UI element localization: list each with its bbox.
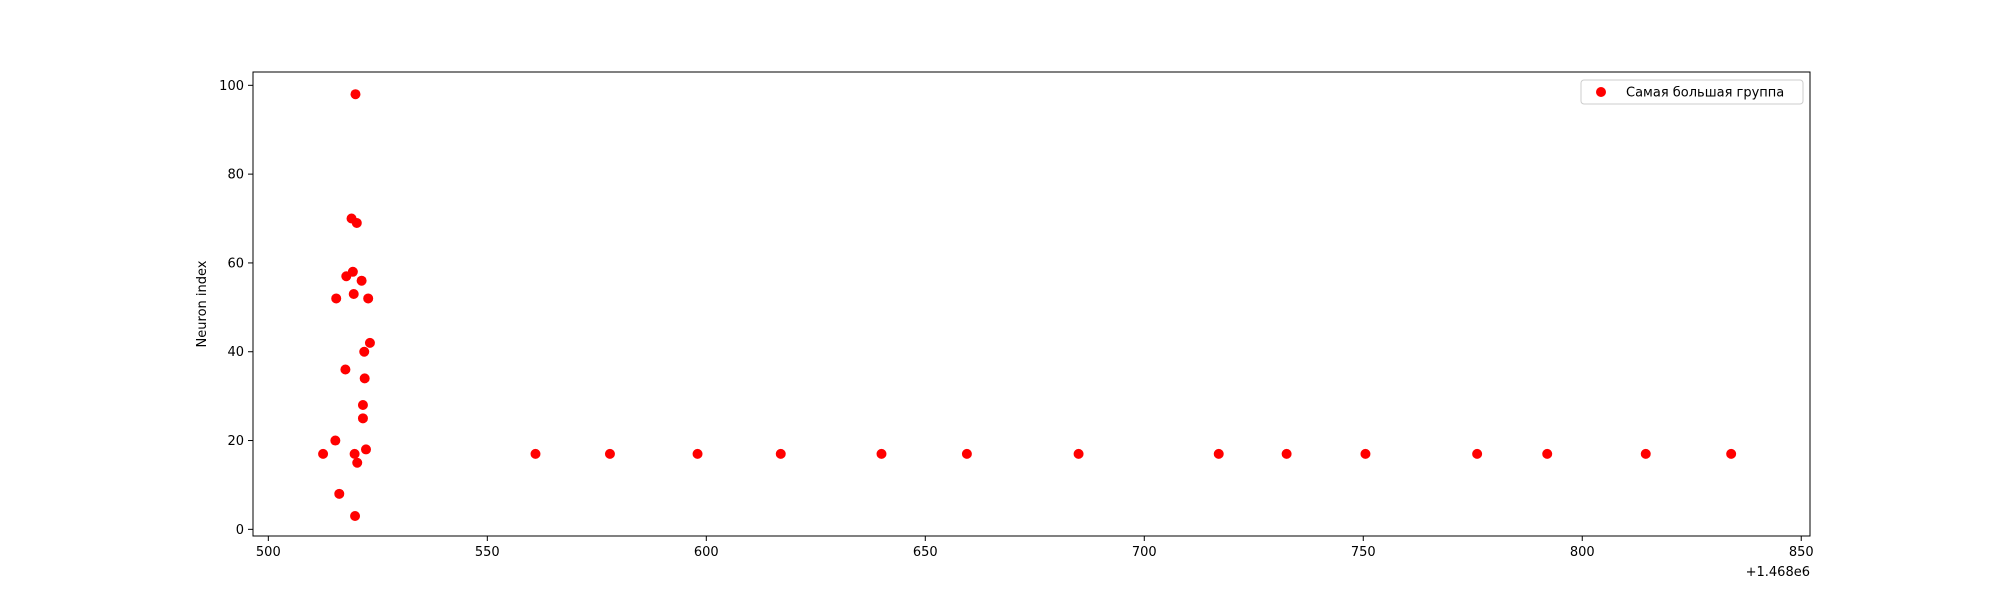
y-axis: 0 20 40 60 80 100 [219, 79, 253, 538]
data-point [350, 511, 361, 522]
data-point [1542, 448, 1553, 459]
x-axis-offset-label: +1.468e6 [1746, 565, 1810, 580]
data-point [1281, 448, 1292, 459]
data-point [1472, 448, 1483, 459]
x-tick-label: 550 [475, 545, 500, 560]
data-point [775, 448, 786, 459]
legend-marker [1596, 87, 1606, 97]
data-point [357, 400, 368, 411]
data-point [530, 448, 541, 459]
y-tick-label: 0 [236, 523, 244, 538]
x-tick-label: 600 [694, 545, 719, 560]
y-axis-label: Neuron index [195, 260, 210, 347]
data-point [351, 217, 362, 228]
data-point [331, 293, 342, 304]
data-point [1213, 448, 1224, 459]
y-tick-label: 40 [227, 345, 244, 360]
plot-frame [252, 71, 1811, 537]
data-point [363, 293, 374, 304]
x-tick-label: 650 [913, 545, 938, 560]
data-point [340, 364, 351, 375]
x-axis: 500 550 600 650 700 750 800 850 [256, 536, 1814, 560]
data-point [359, 346, 370, 357]
legend: Самая большая группа [1580, 79, 1804, 105]
data-point [334, 488, 345, 499]
data-point [364, 337, 375, 348]
data-point [349, 448, 360, 459]
data-point [359, 373, 370, 384]
data-point [1640, 448, 1651, 459]
data-point [360, 444, 371, 455]
x-tick-label: 750 [1351, 545, 1376, 560]
data-point [356, 275, 367, 286]
data-point [352, 457, 363, 468]
data-point [330, 435, 341, 446]
data-point [876, 448, 887, 459]
data-points [318, 89, 1737, 522]
data-point [961, 448, 972, 459]
y-tick-label: 100 [219, 79, 244, 94]
y-tick-label: 20 [227, 434, 244, 449]
data-point [604, 448, 615, 459]
y-tick-label: 80 [227, 168, 244, 183]
data-point [350, 89, 361, 100]
legend-box [1580, 79, 1804, 105]
data-point [1360, 448, 1371, 459]
data-point [692, 448, 703, 459]
x-tick-label: 800 [1570, 545, 1595, 560]
data-point [357, 413, 368, 424]
data-point [318, 448, 329, 459]
data-point [1726, 448, 1737, 459]
data-point [347, 266, 358, 277]
data-point [348, 289, 359, 300]
x-tick-label: 500 [256, 545, 281, 560]
data-point [1073, 448, 1084, 459]
x-tick-label: 700 [1132, 545, 1157, 560]
y-tick-label: 60 [227, 256, 244, 271]
legend-label: Самая большая группа [1626, 86, 1784, 101]
x-tick-label: 850 [1789, 545, 1814, 560]
